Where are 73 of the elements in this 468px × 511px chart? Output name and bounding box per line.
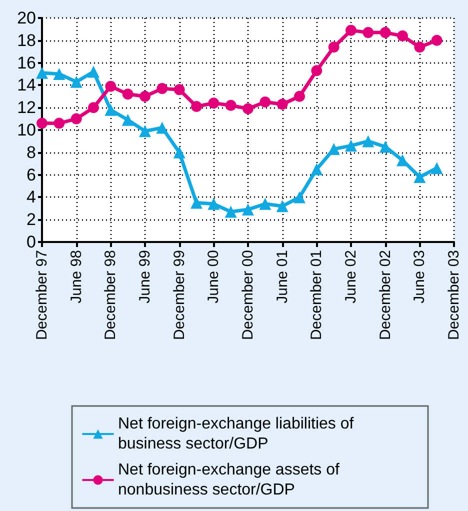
point	[259, 198, 272, 210]
y-tick-label: 8	[26, 142, 36, 162]
point	[224, 206, 237, 218]
point	[225, 100, 236, 111]
point	[53, 68, 66, 80]
point	[191, 100, 202, 112]
point	[54, 118, 65, 129]
x-tick-label: December 99	[170, 250, 188, 340]
point	[104, 104, 117, 116]
y-tick-label: 4	[26, 188, 36, 207]
point	[294, 90, 305, 102]
point	[397, 30, 408, 42]
point	[242, 103, 254, 114]
point	[36, 118, 48, 129]
point	[294, 191, 306, 204]
point	[276, 200, 288, 212]
y-tick-label: 20	[17, 8, 36, 28]
point	[346, 24, 356, 36]
x-tick-label: June 03	[411, 250, 428, 304]
y-tick-label: 14	[17, 76, 36, 95]
point	[208, 198, 220, 210]
point	[174, 84, 185, 96]
y-tick-label: 2	[26, 210, 36, 230]
point	[122, 88, 134, 100]
point	[105, 80, 116, 92]
point	[156, 83, 168, 94]
point	[36, 66, 48, 79]
point	[431, 34, 442, 46]
x-tick-label: June 00	[205, 250, 222, 304]
y-tick-label: 16	[17, 53, 36, 72]
point	[310, 163, 323, 176]
legend-label: Net foreign-exchange assets of nonbusiness sector/GDP	[118, 462, 344, 498]
point	[362, 27, 374, 38]
point	[156, 122, 168, 134]
x-tick-label: December 97	[34, 250, 50, 340]
point	[70, 76, 82, 88]
point	[362, 135, 374, 148]
point	[140, 90, 150, 102]
point	[208, 98, 220, 109]
y-tick-label: 0	[26, 232, 36, 252]
x-tick-label: June 99	[136, 250, 154, 304]
point	[380, 27, 391, 38]
x-tick-label: December 02	[376, 250, 394, 340]
legend-label: Net foreign-exchange liabilities of business sector/GDP	[118, 416, 358, 452]
x-tick-label: June 02	[342, 250, 360, 304]
y-tick-label: 10	[17, 120, 36, 140]
point	[139, 125, 151, 138]
point	[430, 162, 443, 174]
y-tick-label: 18	[17, 30, 36, 50]
x-tick-label: December 00	[240, 250, 256, 340]
x-tick-label: December 98	[102, 250, 120, 340]
x-tick-label: June 98	[68, 250, 85, 304]
point	[88, 66, 100, 78]
x-tick-label: December 03	[446, 250, 462, 340]
point	[190, 196, 202, 209]
point	[414, 42, 426, 53]
point	[173, 146, 186, 158]
point	[328, 143, 340, 156]
point	[70, 113, 82, 124]
point	[242, 204, 254, 216]
point	[311, 65, 322, 76]
y-tick-label: 6	[26, 165, 36, 184]
y-tick-label: 12	[17, 98, 36, 118]
point	[345, 140, 357, 152]
x-tick-label: December 01	[308, 250, 326, 340]
point	[260, 96, 271, 108]
x-tick-label: June 01	[274, 250, 291, 304]
point	[88, 102, 99, 114]
point	[122, 114, 134, 126]
point	[328, 42, 340, 53]
point	[379, 140, 392, 153]
point	[276, 98, 288, 110]
point	[414, 171, 426, 184]
